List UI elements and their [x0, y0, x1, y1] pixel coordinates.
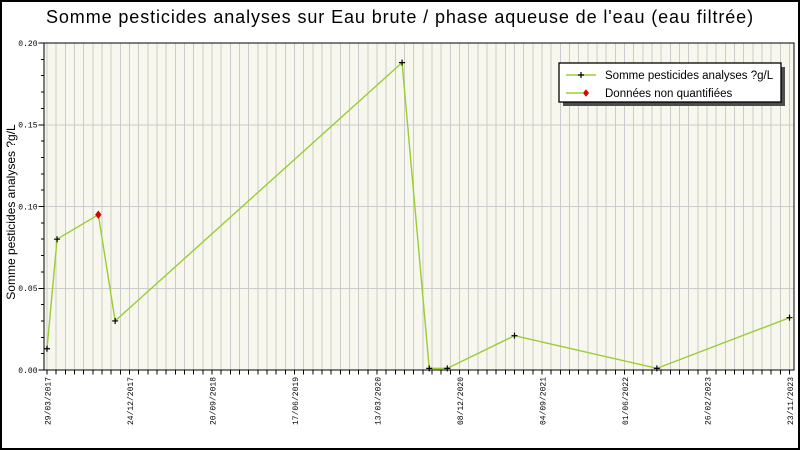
legend-label: Données non quantifiées — [605, 88, 732, 100]
x-tick-label: 17/06/2019 — [292, 377, 301, 425]
data-points — [44, 59, 793, 372]
x-tick-label: 23/11/2023 — [787, 377, 796, 425]
x-tick-label: 04/09/2021 — [540, 377, 549, 425]
y-tick-label: 0.15 — [18, 122, 37, 131]
y-tick-label: 0.00 — [18, 367, 37, 376]
x-tick-label: 29/03/2017 — [45, 377, 54, 425]
y-tick-label: 0.10 — [18, 203, 37, 212]
y-tick-label: 0.05 — [18, 285, 37, 294]
y-tick-labels: 0.00 0.05 0.10 0.15 0.20 — [18, 40, 37, 376]
data-point-marker — [54, 236, 61, 243]
legend-plus-icon — [578, 72, 584, 78]
chart-title: Somme pesticides analyses sur Eau brute … — [45, 7, 754, 27]
legend: Somme pesticides analyses ?g/L Données no… — [558, 62, 785, 106]
data-point-marker — [786, 314, 793, 321]
data-point-marker — [426, 365, 433, 372]
data-line — [46, 61, 790, 370]
data-point-marker — [44, 345, 50, 352]
x-tick-label: 13/03/2020 — [375, 377, 384, 425]
y-tick-label: 0.20 — [18, 40, 37, 49]
x-tick-labels: 29/03/2017 24/12/2017 20/09/2018 17/06/2019… — [45, 377, 797, 425]
data-point-marker — [511, 332, 518, 339]
legend-label: Somme pesticides analyses ?g/L — [605, 70, 774, 82]
non-quantified-point-marker — [95, 210, 102, 219]
data-point-marker — [112, 317, 119, 324]
data-point-marker — [653, 365, 660, 372]
y-axis-title: Somme pesticides analyses ?g/L — [4, 124, 18, 300]
x-tick-label: 01/06/2022 — [622, 377, 631, 425]
legend-diamond-icon — [583, 89, 589, 97]
x-tick-label: 08/12/2020 — [457, 377, 466, 425]
x-tick-label: 26/02/2023 — [705, 377, 714, 425]
data-point-marker — [444, 365, 451, 372]
legend-box — [558, 62, 782, 103]
x-tick-label: 24/12/2017 — [127, 377, 136, 425]
axis-ticks — [38, 42, 790, 375]
data-point-marker — [399, 59, 406, 66]
x-tick-label: 20/09/2018 — [210, 377, 219, 425]
